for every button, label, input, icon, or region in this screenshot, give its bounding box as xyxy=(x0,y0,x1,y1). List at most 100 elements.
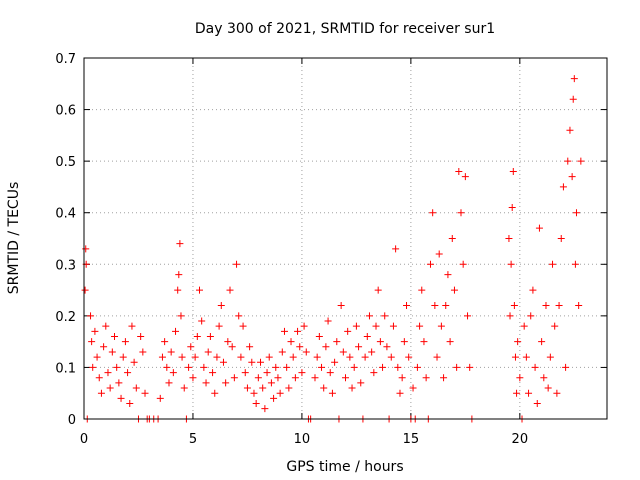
data-point xyxy=(571,260,579,268)
data-point xyxy=(117,394,125,402)
data-point xyxy=(535,224,543,232)
data-point xyxy=(215,322,223,330)
data-point xyxy=(93,353,101,361)
data-point xyxy=(339,348,347,356)
data-point xyxy=(398,374,406,382)
data-point xyxy=(202,379,210,387)
data-point xyxy=(130,358,138,366)
data-point xyxy=(204,348,212,356)
data-point xyxy=(298,369,306,377)
data-point xyxy=(191,353,199,361)
data-point xyxy=(294,327,302,335)
data-point xyxy=(549,260,557,268)
data-point xyxy=(333,338,341,346)
data-point xyxy=(511,353,519,361)
data-point xyxy=(355,343,363,351)
data-point xyxy=(544,384,552,392)
data-point xyxy=(102,322,110,330)
data-point xyxy=(559,183,567,191)
data-point xyxy=(507,260,515,268)
data-point xyxy=(527,312,535,320)
x-tick-label: 5 xyxy=(189,432,197,447)
data-point xyxy=(562,363,570,371)
data-point xyxy=(126,400,134,408)
data-point xyxy=(387,353,395,361)
data-point xyxy=(569,95,577,103)
data-point xyxy=(165,379,173,387)
data-point xyxy=(156,394,164,402)
data-point xyxy=(124,369,132,377)
data-point xyxy=(283,363,291,371)
y-gridlines xyxy=(84,109,607,368)
data-point xyxy=(163,363,171,371)
data-point xyxy=(466,363,474,371)
data-point xyxy=(88,338,96,346)
data-point xyxy=(370,369,378,377)
data-point xyxy=(169,369,177,377)
data-point xyxy=(254,374,262,382)
data-point xyxy=(180,384,188,392)
data-point xyxy=(82,245,90,253)
data-points xyxy=(81,75,585,423)
data-point xyxy=(542,302,550,310)
data-point xyxy=(381,312,389,320)
data-point xyxy=(137,332,145,340)
data-point xyxy=(522,353,530,361)
x-tick-label: 15 xyxy=(403,432,420,447)
data-point xyxy=(322,343,330,351)
data-point xyxy=(108,348,116,356)
data-point xyxy=(233,260,241,268)
data-point xyxy=(363,332,371,340)
data-point xyxy=(174,286,182,294)
data-point xyxy=(538,338,546,346)
data-point xyxy=(261,405,269,413)
data-point xyxy=(206,332,214,340)
data-point xyxy=(302,348,310,356)
data-point xyxy=(176,240,184,248)
data-point xyxy=(115,379,123,387)
data-point xyxy=(442,302,450,310)
data-point xyxy=(440,374,448,382)
data-point xyxy=(405,353,413,361)
data-point xyxy=(270,394,278,402)
data-point xyxy=(257,358,265,366)
y-axis-label: SRMTID / TECUs xyxy=(6,182,22,295)
x-gridlines xyxy=(192,58,521,419)
data-point xyxy=(263,369,271,377)
data-point xyxy=(566,126,574,134)
data-point xyxy=(379,363,387,371)
y-tick-label: 0.4 xyxy=(55,207,76,222)
data-point xyxy=(128,322,136,330)
x-axis-label: GPS time / hours xyxy=(286,459,403,475)
data-point xyxy=(296,343,304,351)
data-point xyxy=(252,400,260,408)
data-point xyxy=(291,374,299,382)
y-tick-label: 0.5 xyxy=(55,155,76,170)
data-point xyxy=(459,260,467,268)
data-point xyxy=(568,173,576,181)
data-point xyxy=(420,338,428,346)
data-point xyxy=(228,343,236,351)
data-point xyxy=(374,286,382,294)
data-point xyxy=(158,353,166,361)
data-point xyxy=(516,374,524,382)
data-point xyxy=(546,353,554,361)
data-point xyxy=(313,353,321,361)
y-ticks: 0 0.1 0.2 0.3 0.4 0.5 0.6 0.7 xyxy=(55,52,607,428)
data-point xyxy=(237,353,245,361)
data-point xyxy=(577,157,585,165)
data-point xyxy=(239,322,247,330)
data-point xyxy=(193,332,201,340)
data-point xyxy=(342,374,349,382)
data-point xyxy=(529,286,537,294)
data-point xyxy=(280,327,288,335)
data-point xyxy=(564,157,572,165)
data-point xyxy=(213,353,221,361)
data-point xyxy=(276,389,284,397)
data-point xyxy=(200,363,208,371)
data-point xyxy=(331,358,339,366)
data-point xyxy=(426,260,434,268)
data-point xyxy=(396,389,404,397)
y-tick-label: 0.6 xyxy=(55,104,76,119)
data-point xyxy=(572,209,580,217)
